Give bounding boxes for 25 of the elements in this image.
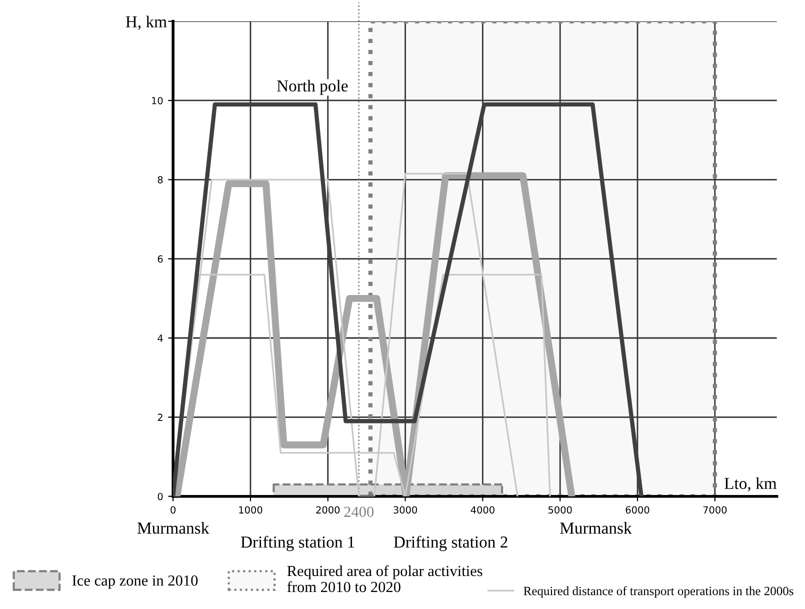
x-tick-label: 4000 <box>470 506 494 514</box>
legend-label: Required distance of transport operations in the 2000s <box>524 586 794 598</box>
legend-label: Required area of polar activities from 2010 to 2020 <box>287 565 482 592</box>
y-tick-label: 0 <box>158 492 163 500</box>
x-axis-title: Lto, km <box>724 477 777 492</box>
y-tick-label: 6 <box>158 255 163 263</box>
text: Drifting station 2 <box>394 536 508 552</box>
y-tick-label: 10 <box>152 96 163 104</box>
x-tick-label: 3000 <box>394 506 418 514</box>
x-tick-label: 7000 <box>703 506 727 514</box>
x-tick-label: 5000 <box>548 506 572 514</box>
x-tick-label: 6000 <box>626 506 650 514</box>
legend-label: Ice cap zone in 2010 <box>72 575 198 589</box>
text: Drifting station 1 <box>240 536 354 552</box>
y-tick-label: 4 <box>158 334 163 342</box>
x-tick-label: 0 <box>170 506 176 514</box>
annotation: North pole <box>277 80 348 95</box>
text: Murmansk <box>560 522 632 534</box>
y-tick-label: 2 <box>158 414 162 421</box>
x-tick-label: 1000 <box>239 506 262 514</box>
x-tick-label: 2000 <box>316 506 340 514</box>
text: Murmansk <box>137 522 210 534</box>
ref-line-label: 2400 <box>344 506 374 517</box>
y-tick-label: 8 <box>158 176 163 184</box>
y-axis-title: H, km <box>126 16 167 30</box>
